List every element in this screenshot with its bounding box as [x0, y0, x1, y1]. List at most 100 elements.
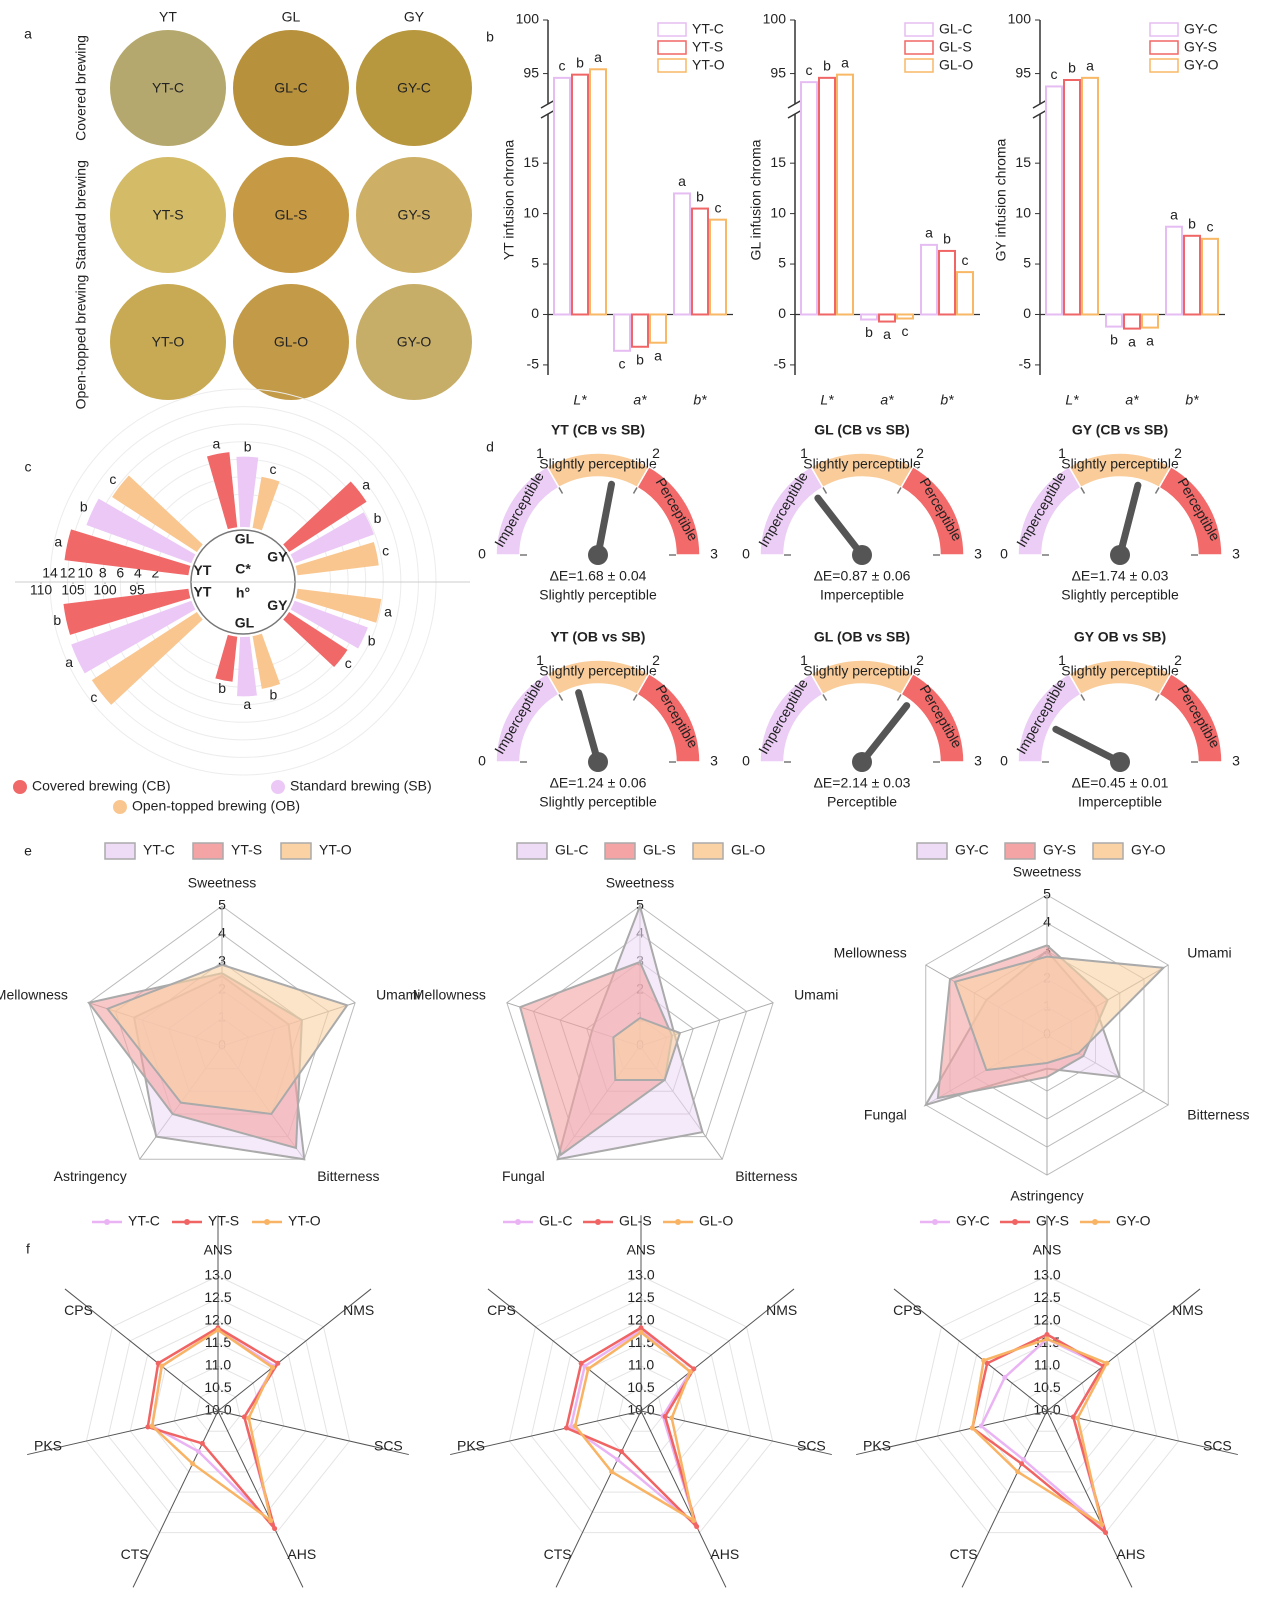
legend-label: GY-O [1116, 1213, 1151, 1229]
radar-point [1044, 1336, 1050, 1342]
radar-point [241, 1414, 247, 1420]
swatch-label: YT-S [152, 207, 183, 223]
radar-point [694, 1524, 700, 1530]
gauge-needle [575, 689, 602, 766]
axis-label: SCS [797, 1437, 826, 1453]
significance-letter: c [345, 655, 352, 671]
gauge-needle [1116, 481, 1142, 559]
axis-label: ANS [1033, 1242, 1062, 1258]
significance-letter: c [90, 689, 97, 705]
legend-marker [113, 800, 127, 814]
radar-point [984, 1360, 990, 1366]
radar-point [582, 1363, 588, 1369]
x-tick-label: L* [820, 392, 834, 408]
panel-label: a [24, 26, 32, 42]
significance-letter: a [678, 173, 686, 189]
color-swatch [110, 30, 226, 146]
legend-label: YT-S [208, 1213, 239, 1229]
spoke [64, 1288, 219, 1412]
gauge-tick-label: 2 [1174, 652, 1182, 668]
significance-letter: a [1128, 333, 1136, 349]
gauge-needle [858, 702, 911, 766]
significance-letter: a [212, 436, 220, 452]
radar-point [687, 1369, 693, 1375]
grid-polygon [195, 1387, 241, 1432]
swatch-label: GL-O [274, 334, 308, 350]
radar-point [1104, 1360, 1110, 1366]
bar [631, 313, 649, 348]
radar-point [638, 1329, 644, 1335]
legend-label: Open-topped brewing (OB) [132, 798, 300, 814]
bar [878, 313, 896, 323]
legend-label: GY-C [956, 1213, 990, 1229]
significance-letter: b [368, 633, 376, 649]
gauge-needle [814, 494, 866, 559]
significance-letter: b [218, 680, 226, 696]
significance-letter: a [841, 54, 849, 70]
radar-point [981, 1357, 987, 1363]
gauge-title: YT (CB vs SB) [551, 422, 645, 438]
bar [1141, 313, 1159, 329]
row-label: Open-topped brewing [73, 275, 89, 410]
grid-polygon [508, 1275, 774, 1534]
color-swatch [233, 30, 349, 146]
gauge-value: ΔE=2.14 ± 0.03 [814, 775, 911, 791]
gauge-tick-label: 0 [1000, 753, 1008, 769]
axis-break [1032, 99, 1048, 109]
radar-point [662, 1414, 668, 1420]
grid-polygon [107, 1297, 329, 1513]
radar-point [978, 1423, 984, 1429]
gauge-category: Slightly perceptible [539, 587, 657, 603]
polar-bar [112, 475, 203, 553]
axis-break [1032, 109, 1048, 119]
bar [589, 68, 607, 316]
bar [1105, 313, 1123, 328]
bar [553, 76, 571, 316]
radar-point [1070, 1414, 1076, 1420]
gauge-tick-label: 3 [1232, 753, 1240, 769]
group-label: GL [235, 531, 255, 547]
gauge-tick-label: 2 [652, 652, 660, 668]
significance-letter: a [384, 604, 392, 620]
axis-label: PKS [863, 1437, 891, 1453]
r-tick-label: 12 [60, 565, 76, 581]
gauge-value: ΔE=0.87 ± 0.06 [814, 568, 911, 584]
swatch-label: GY-O [397, 334, 432, 350]
radar-point [691, 1517, 697, 1523]
bar [896, 313, 914, 320]
radar-point [145, 1424, 151, 1430]
y-axis-title: YT infusion chroma [501, 140, 517, 261]
r2-tick-label: 95 [129, 582, 145, 598]
radar-point [1021, 1457, 1027, 1463]
swatch-label: GY-C [397, 80, 431, 96]
group-label: GY [267, 597, 288, 613]
significance-letter: a [362, 476, 370, 492]
y-tick-label: -5 [1019, 356, 1032, 372]
gauge-category: Slightly perceptible [1061, 587, 1179, 603]
legend-marker [675, 1219, 681, 1225]
gauge-tick [1154, 694, 1160, 701]
y-tick-label: 0 [531, 305, 539, 321]
swatch-label: GY-S [398, 207, 431, 223]
gauge-tick-label: 1 [800, 445, 808, 461]
gauge-tick-label: 1 [536, 652, 544, 668]
bar [1045, 85, 1063, 316]
group-label: YT [193, 562, 211, 578]
legend-swatch [192, 842, 224, 860]
grid-polygon [914, 1275, 1180, 1534]
gauge-tick [896, 487, 902, 494]
significance-letter: a [1146, 332, 1154, 348]
radar-point [638, 1325, 644, 1331]
gauge-tick-label: 1 [800, 652, 808, 668]
gauge-title: GY OB vs SB) [1074, 629, 1166, 645]
axis-label: Bitterness [1187, 1107, 1249, 1123]
significance-letter: b [80, 498, 88, 514]
group-label: YT [193, 584, 211, 600]
zone-label: Slightly perceptible [1061, 456, 1179, 472]
legend-label: GY-C [955, 842, 989, 858]
polar-bar [290, 512, 374, 564]
significance-letter: b [244, 438, 252, 454]
bar [860, 313, 878, 321]
spoke [893, 1288, 1048, 1412]
